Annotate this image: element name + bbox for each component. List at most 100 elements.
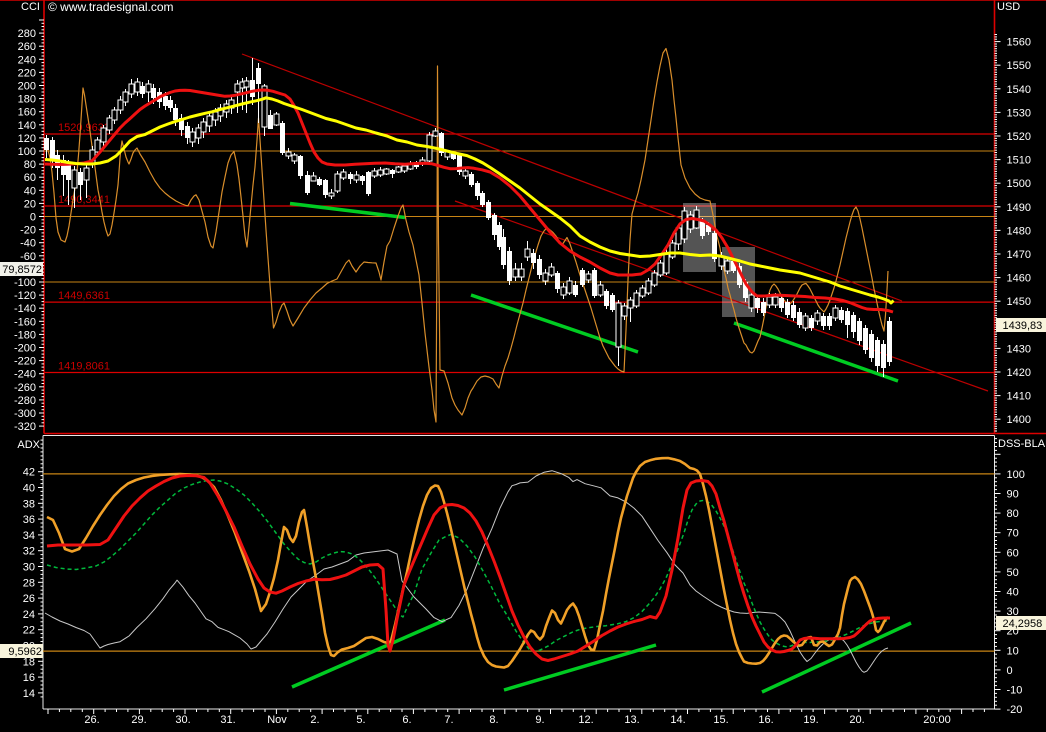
svg-text:26.: 26. [84, 714, 99, 726]
svg-text:-220: -220 [14, 356, 36, 368]
svg-text:160: 160 [18, 107, 36, 119]
svg-text:22: 22 [23, 625, 35, 637]
svg-text:79,8572: 79,8572 [2, 264, 42, 276]
svg-text:40: 40 [24, 185, 36, 197]
svg-text:1400: 1400 [1007, 414, 1031, 426]
svg-text:1450: 1450 [1007, 296, 1031, 308]
svg-text:30: 30 [23, 562, 35, 574]
svg-text:29.: 29. [131, 714, 146, 726]
svg-text:20:00: 20:00 [923, 714, 951, 726]
svg-text:5.: 5. [356, 714, 365, 726]
svg-text:28: 28 [23, 577, 35, 589]
svg-text:30.: 30. [175, 714, 190, 726]
svg-text:1530: 1530 [1007, 107, 1031, 119]
svg-text:-120: -120 [14, 290, 36, 302]
svg-text:2.: 2. [310, 714, 319, 726]
svg-text:-100: -100 [14, 277, 36, 289]
svg-text:240: 240 [18, 54, 36, 66]
svg-text:-280: -280 [14, 395, 36, 407]
svg-text:-20: -20 [20, 225, 36, 237]
svg-text:26: 26 [23, 593, 35, 605]
svg-text:© www.tradesignal.com: © www.tradesignal.com [48, 0, 174, 14]
svg-text:1520: 1520 [1007, 131, 1031, 143]
svg-text:-140: -140 [14, 303, 36, 315]
svg-text:24: 24 [23, 609, 35, 621]
svg-text:220: 220 [18, 67, 36, 79]
svg-text:1470: 1470 [1007, 249, 1031, 261]
svg-text:ADX: ADX [17, 439, 40, 451]
svg-text:200: 200 [18, 81, 36, 93]
svg-text:14: 14 [23, 688, 35, 700]
svg-text:20.: 20. [849, 714, 864, 726]
svg-text:1550: 1550 [1007, 60, 1031, 72]
svg-text:140: 140 [18, 120, 36, 132]
svg-text:-240: -240 [14, 369, 36, 381]
svg-text:-10: -10 [1007, 685, 1023, 697]
svg-text:-20: -20 [1007, 704, 1023, 716]
svg-text:9.: 9. [535, 714, 544, 726]
svg-text:80: 80 [24, 159, 36, 171]
svg-text:-300: -300 [14, 408, 36, 420]
svg-text:-200: -200 [14, 343, 36, 355]
svg-text:24,2958: 24,2958 [1003, 618, 1043, 630]
svg-text:42: 42 [23, 467, 35, 479]
svg-text:1439,83: 1439,83 [1003, 320, 1043, 332]
svg-text:180: 180 [18, 94, 36, 106]
svg-text:38: 38 [23, 498, 35, 510]
svg-text:USD: USD [997, 1, 1020, 13]
svg-text:-180: -180 [14, 329, 36, 341]
svg-text:1420: 1420 [1007, 367, 1031, 379]
svg-text:1410: 1410 [1007, 391, 1031, 403]
svg-text:100: 100 [18, 146, 36, 158]
svg-text:-260: -260 [14, 382, 36, 394]
svg-text:90: 90 [1007, 489, 1019, 501]
svg-text:1480: 1480 [1007, 225, 1031, 237]
svg-text:7.: 7. [444, 714, 453, 726]
svg-text:-60: -60 [20, 251, 36, 263]
svg-text:60: 60 [1007, 547, 1019, 559]
svg-text:19.: 19. [803, 714, 818, 726]
svg-text:14.: 14. [670, 714, 685, 726]
svg-text:DSS-BLAU: DSS-BLAU [998, 438, 1046, 450]
svg-text:1490: 1490 [1007, 202, 1031, 214]
svg-text:-160: -160 [14, 316, 36, 328]
svg-text:80: 80 [1007, 508, 1019, 520]
svg-text:40: 40 [23, 483, 35, 495]
svg-text:8.: 8. [489, 714, 498, 726]
svg-text:60: 60 [24, 172, 36, 184]
svg-text:CCI: CCI [21, 1, 40, 13]
svg-text:260: 260 [18, 41, 36, 53]
svg-text:280: 280 [18, 28, 36, 40]
svg-text:1460: 1460 [1007, 273, 1031, 285]
svg-text:16.: 16. [758, 714, 773, 726]
svg-text:12.: 12. [578, 714, 593, 726]
svg-text:0: 0 [30, 212, 36, 224]
svg-text:6.: 6. [402, 714, 411, 726]
svg-text:32: 32 [23, 546, 35, 558]
svg-text:-320: -320 [14, 421, 36, 433]
svg-text:9,5962: 9,5962 [8, 646, 42, 658]
svg-text:16: 16 [23, 672, 35, 684]
svg-text:70: 70 [1007, 528, 1019, 540]
svg-text:1419,8061: 1419,8061 [58, 361, 110, 373]
svg-text:Nov: Nov [267, 714, 287, 726]
svg-text:20: 20 [24, 198, 36, 210]
svg-text:100: 100 [1007, 469, 1025, 481]
svg-text:1490,3441: 1490,3441 [58, 194, 110, 206]
svg-text:15.: 15. [713, 714, 728, 726]
svg-text:1430: 1430 [1007, 343, 1031, 355]
svg-text:13.: 13. [624, 714, 639, 726]
svg-text:0: 0 [1007, 665, 1013, 677]
svg-text:120: 120 [18, 133, 36, 145]
svg-text:18: 18 [23, 656, 35, 668]
svg-text:1449,6361: 1449,6361 [58, 290, 110, 302]
svg-text:1500: 1500 [1007, 178, 1031, 190]
svg-text:1520,9633: 1520,9633 [58, 122, 110, 134]
svg-text:40: 40 [1007, 587, 1019, 599]
svg-text:1540: 1540 [1007, 84, 1031, 96]
svg-text:30: 30 [1007, 606, 1019, 618]
svg-text:-40: -40 [20, 238, 36, 250]
svg-text:50: 50 [1007, 567, 1019, 579]
svg-text:1560: 1560 [1007, 37, 1031, 49]
svg-text:34: 34 [23, 530, 35, 542]
